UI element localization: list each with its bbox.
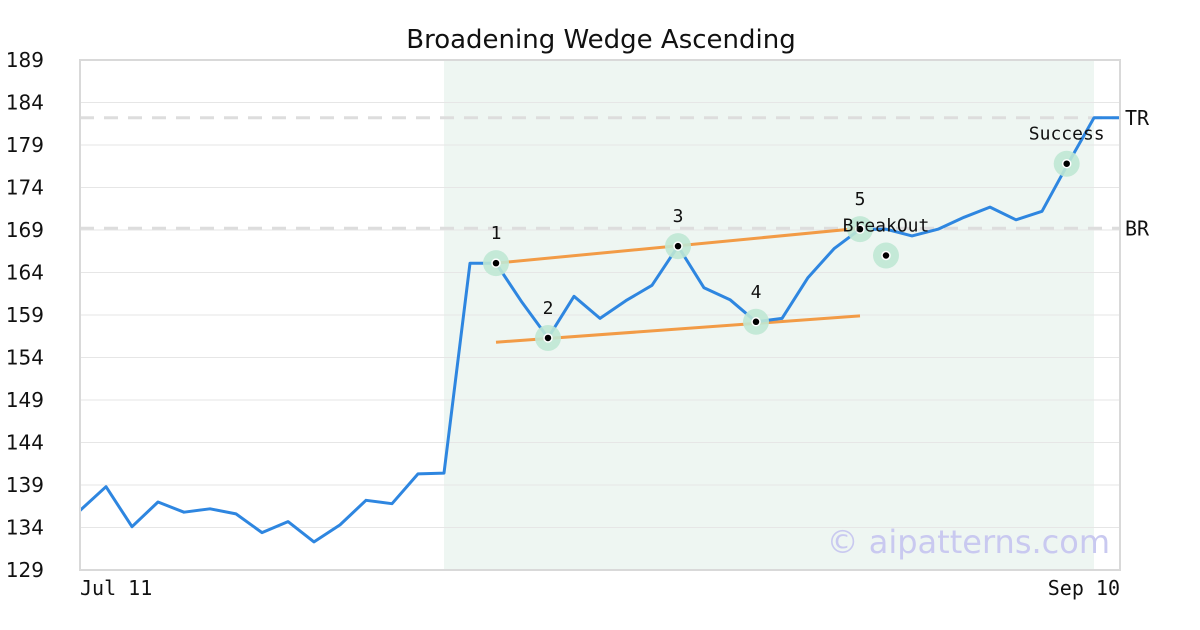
y-axis-ticks: 129 134 139 144 149 154 159 164 169 174 179 184 189 (6, 48, 44, 582)
pattern-point-4 (751, 317, 761, 327)
y-tick-label: 174 (6, 176, 44, 200)
plot-frame (79, 59, 1121, 571)
pattern-point-3 (673, 241, 683, 251)
pattern-label-2: 2 (543, 298, 554, 319)
x-tick-end: Sep 10 (1048, 576, 1120, 600)
pattern-point-2 (543, 333, 553, 343)
ref-label-tr: TR (1125, 106, 1150, 130)
pattern-markers: 1 2 3 4 5 BreakOut Success (483, 124, 1105, 351)
y-tick-label: 184 (6, 91, 44, 115)
x-tick-start: Jul 11 (80, 576, 152, 600)
pattern-label-4: 4 (751, 282, 762, 303)
y-tick-label: 164 (6, 261, 44, 285)
pattern-label-3: 3 (673, 206, 684, 227)
pattern-point-breakout (881, 250, 891, 261)
y-tick-label: 149 (6, 388, 44, 412)
pattern-label-breakout: BreakOut (843, 216, 930, 237)
y-tick-label: 179 (6, 133, 44, 157)
y-tick-label: 154 (6, 346, 44, 370)
y-tick-label: 189 (6, 48, 44, 72)
pattern-point-success (1061, 158, 1072, 169)
ref-label-br: BR (1125, 216, 1150, 240)
grid-lines (80, 59, 1120, 571)
chart-title: Broadening Wedge Ascending (406, 25, 796, 55)
y-tick-label: 134 (6, 516, 44, 540)
pattern-point-1 (491, 258, 501, 268)
price-series-line (78, 116, 1120, 544)
pattern-point-5 (855, 224, 865, 234)
y-tick-label: 159 (6, 303, 44, 327)
y-tick-label: 129 (6, 558, 44, 582)
pattern-label-5: 5 (855, 189, 866, 210)
reference-lines: TR BR (80, 106, 1150, 240)
y-tick-label: 169 (6, 218, 44, 242)
pattern-label-1: 1 (491, 223, 502, 244)
pattern-label-success: Success (1029, 124, 1105, 145)
watermark: © aipatterns.com (827, 523, 1110, 561)
y-tick-label: 139 (6, 473, 44, 497)
y-tick-label: 144 (6, 431, 44, 455)
